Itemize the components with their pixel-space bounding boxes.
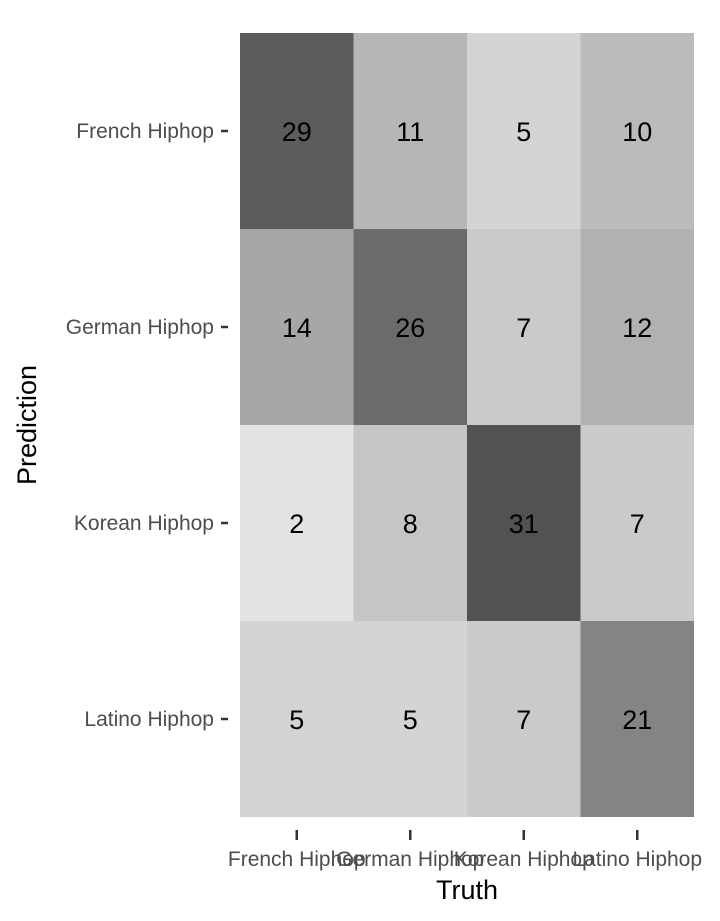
heatmap-cell: [467, 425, 581, 621]
y-axis-tick-label: Latino Hiphop: [84, 708, 214, 731]
heatmap-cell: [240, 425, 354, 621]
heatmap-cell: [580, 229, 694, 425]
x-axis-tick-label: Korean Hiphop: [454, 848, 594, 871]
heatmap-cell-value: 8: [403, 509, 418, 539]
x-axis-tick-label: German Hiphop: [336, 848, 484, 871]
y-axis-tick-label: German Hiphop: [66, 316, 214, 339]
y-axis: French Hiphop German Hiphop Korean Hiphop L…: [66, 120, 228, 731]
heatmap-cell-value: 29: [282, 117, 312, 147]
heatmap-cell-value: 12: [622, 313, 652, 343]
heatmap-cells: [240, 33, 694, 817]
heatmap-cell: [353, 229, 467, 425]
heatmap-cell: [353, 33, 467, 229]
y-axis-tick-label: Korean Hiphop: [74, 512, 214, 535]
x-axis-title: Truth: [436, 875, 498, 905]
heatmap-cell-value: 14: [282, 313, 312, 343]
heatmap-cell: [353, 425, 467, 621]
heatmap-cell-value: 26: [395, 313, 425, 343]
heatmap-cell-value: 7: [516, 705, 531, 735]
heatmap-cell-value: 7: [630, 509, 645, 539]
heatmap-cell-value: 31: [509, 509, 539, 539]
heatmap-cell: [467, 621, 581, 817]
heatmap-cell-labels: 29 11 5 10 14 26 7 12 2 8 31 7 5 5 7 21: [282, 117, 653, 735]
x-axis-tick-label: Latino Hiphop: [572, 848, 702, 871]
heatmap-cell-value: 5: [516, 117, 531, 147]
heatmap-cell: [580, 33, 694, 229]
heatmap-cell-value: 11: [396, 117, 424, 147]
heatmap-cell: [353, 621, 467, 817]
x-axis-tick-label: French Hiphop: [228, 848, 366, 871]
heatmap-cell-value: 5: [403, 705, 418, 735]
y-axis-tick-label: French Hiphop: [76, 120, 214, 143]
heatmap-cell-value: 21: [622, 705, 652, 735]
heatmap-cell-value: 10: [622, 117, 652, 147]
heatmap-cell: [580, 621, 694, 817]
heatmap-cell: [580, 425, 694, 621]
heatmap-cell: [467, 229, 581, 425]
heatmap-cell: [240, 229, 354, 425]
heatmap-cell-value: 7: [516, 313, 531, 343]
heatmap-cell: [240, 621, 354, 817]
heatmap-cell: [467, 33, 581, 229]
y-axis-title: Prediction: [12, 365, 42, 485]
heatmap-cell-value: 2: [289, 509, 304, 539]
heatmap-cell: [240, 33, 354, 229]
heatmap-cell-value: 5: [289, 705, 304, 735]
